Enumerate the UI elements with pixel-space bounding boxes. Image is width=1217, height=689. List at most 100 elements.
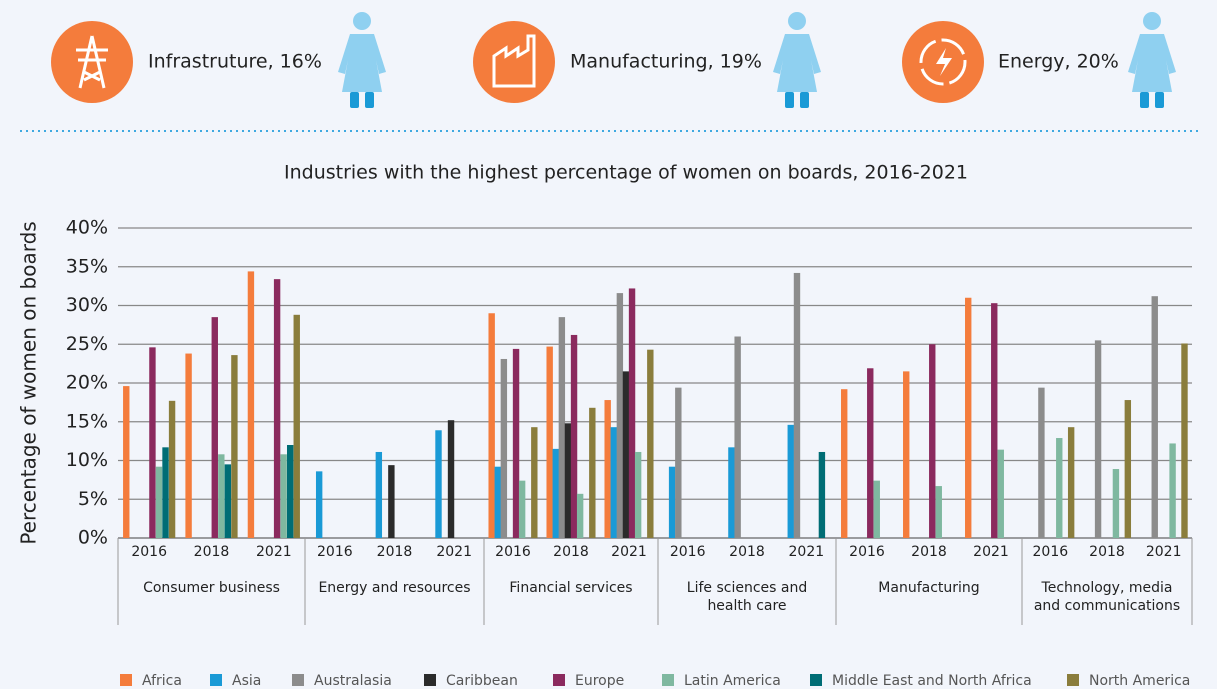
x-tick-label: 2018 xyxy=(194,544,230,560)
group-label: Energy and resources xyxy=(318,580,470,596)
woman-leg xyxy=(365,92,374,108)
bar xyxy=(991,303,998,538)
legend-swatch xyxy=(662,674,674,686)
group-label: Manufacturing xyxy=(878,580,979,596)
bar xyxy=(1112,469,1120,538)
woman-leg xyxy=(350,92,359,108)
bar xyxy=(247,271,255,538)
bar xyxy=(286,445,294,538)
bar xyxy=(787,424,794,538)
x-tick-label: 2021 xyxy=(436,544,472,560)
bar xyxy=(616,293,624,538)
x-tick-label: 2021 xyxy=(789,544,825,560)
woman-body xyxy=(773,34,821,92)
group-label: Life sciences and health care xyxy=(687,580,807,614)
y-tick-label: 5% xyxy=(78,488,108,510)
bar xyxy=(570,334,578,538)
y-tick-label: 30% xyxy=(66,294,108,316)
bar xyxy=(576,493,584,538)
women-icons xyxy=(338,12,1176,108)
bar xyxy=(531,427,538,538)
bar xyxy=(518,480,526,538)
x-tick-label: 2016 xyxy=(849,544,885,560)
woman-body xyxy=(338,34,386,92)
woman-leg xyxy=(785,92,794,108)
bar xyxy=(668,466,676,538)
legend-swatch xyxy=(1067,674,1079,686)
bar xyxy=(634,451,642,538)
x-tick-label: 2018 xyxy=(377,544,413,560)
bar xyxy=(728,447,735,538)
bar xyxy=(628,288,636,538)
bar xyxy=(375,451,383,538)
y-tick-label: 10% xyxy=(66,449,108,471)
bar xyxy=(867,368,874,538)
bar xyxy=(793,272,801,538)
bar xyxy=(211,317,218,538)
y-tick-label: 35% xyxy=(66,255,108,277)
bar xyxy=(155,466,163,538)
woman-leg xyxy=(1155,92,1164,108)
bar xyxy=(494,466,501,538)
bar xyxy=(447,420,455,538)
legend-label: Asia xyxy=(232,673,261,689)
y-tick-label: 20% xyxy=(66,372,108,394)
y-tick-label: 25% xyxy=(66,333,108,355)
woman-head xyxy=(353,12,371,30)
header-text: Infrastruture, 16% xyxy=(148,51,322,73)
bar xyxy=(293,314,300,538)
bar xyxy=(231,355,238,538)
bar xyxy=(734,336,741,538)
legend-label: Africa xyxy=(142,673,182,689)
legend-label: Europe xyxy=(575,673,624,689)
woman-body xyxy=(1128,34,1176,92)
bar xyxy=(873,480,880,538)
legend-label: North America xyxy=(1089,673,1190,689)
bar xyxy=(564,423,572,538)
energy-icon xyxy=(902,21,984,103)
x-tick-label: 2018 xyxy=(1089,544,1125,560)
x-tick-label: 2018 xyxy=(911,544,947,560)
x-tick-label: 2021 xyxy=(611,544,647,560)
y-axis-label: Percentage of women on boards xyxy=(17,221,41,544)
bar xyxy=(500,358,508,538)
y-tick-label: 0% xyxy=(78,527,108,549)
header-text: Manufacturing, 19% xyxy=(570,51,762,73)
bar xyxy=(604,400,611,538)
legend-swatch xyxy=(292,674,304,686)
woman-head xyxy=(1143,12,1161,30)
legend-swatch xyxy=(424,674,436,686)
legend-label: Australasia xyxy=(314,673,392,689)
bar xyxy=(675,387,682,538)
woman-head xyxy=(788,12,806,30)
woman-leg xyxy=(1140,92,1149,108)
x-tick-label: 2021 xyxy=(1146,544,1182,560)
bar xyxy=(552,448,559,538)
x-tick-label: 2018 xyxy=(553,544,589,560)
bar xyxy=(488,313,495,538)
header-text: Energy, 20% xyxy=(998,51,1119,73)
bar xyxy=(388,465,395,538)
bar xyxy=(622,371,630,538)
legend-label: Latin America xyxy=(684,673,781,689)
bar xyxy=(280,454,287,538)
bar xyxy=(610,427,617,538)
group-label: Financial services xyxy=(509,580,632,596)
bar xyxy=(435,430,442,538)
legend-swatch xyxy=(553,674,565,686)
bar xyxy=(546,346,553,538)
bar xyxy=(168,400,176,538)
x-tick-label: 2016 xyxy=(670,544,706,560)
bar xyxy=(935,486,942,538)
x-tick-label: 2016 xyxy=(495,544,531,560)
bar xyxy=(512,348,520,538)
bar xyxy=(1067,427,1075,538)
x-tick-label: 2021 xyxy=(256,544,292,560)
y-tick-label: 15% xyxy=(66,410,108,432)
bar xyxy=(589,407,596,538)
bar xyxy=(929,344,936,538)
bar xyxy=(149,347,156,538)
bar xyxy=(558,317,566,538)
y-tick-label: 40% xyxy=(66,217,108,239)
